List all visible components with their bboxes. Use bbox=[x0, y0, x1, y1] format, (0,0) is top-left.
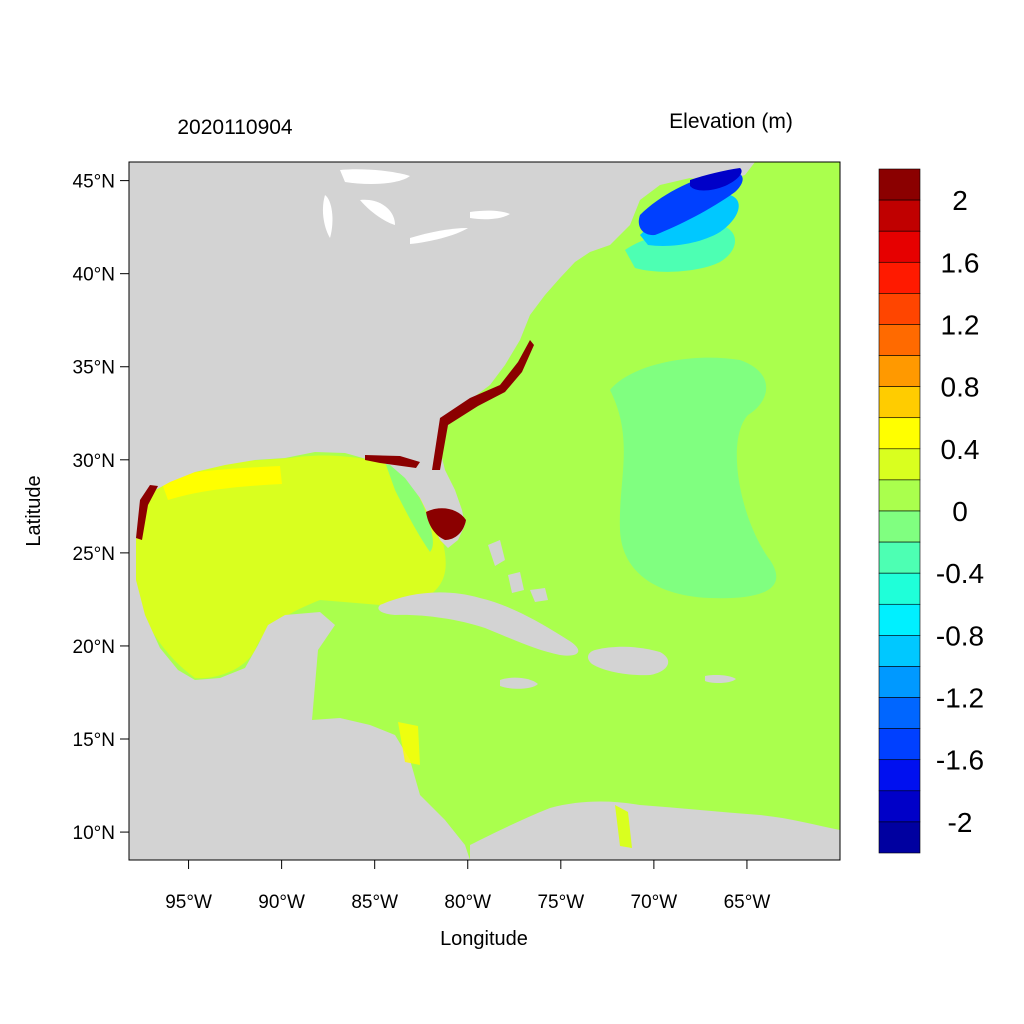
colorbar-swatch bbox=[878, 417, 921, 450]
nova-scotia-anomaly bbox=[625, 168, 743, 272]
latitude-ticks: 45°N 40°N 35°N 30°N 25°N 20°N 15°N 10°N bbox=[73, 172, 129, 844]
south-america-landmass bbox=[470, 801, 840, 860]
y-axis-label: Latitude bbox=[23, 475, 45, 546]
colorbar-swatch bbox=[878, 230, 921, 263]
date-label: 2020110904 bbox=[177, 116, 293, 139]
gulf-coast-surge bbox=[160, 466, 282, 500]
lat-tick-label: 30°N bbox=[73, 451, 115, 472]
hispaniola-island bbox=[588, 646, 669, 676]
colorbar-swatch bbox=[878, 541, 921, 574]
colorbar-swatch bbox=[878, 199, 921, 232]
colorbar-swatch bbox=[878, 603, 921, 636]
colorbar-swatch bbox=[878, 572, 921, 605]
lake-michigan bbox=[322, 195, 333, 238]
colorbar-swatch bbox=[878, 510, 921, 543]
great-lakes bbox=[322, 169, 510, 244]
nova-scotia-mid bbox=[640, 195, 739, 246]
lat-tick-label: 20°N bbox=[73, 637, 115, 658]
lat-tick-label: 40°N bbox=[73, 265, 115, 286]
colorbar-label: 0 bbox=[952, 496, 968, 527]
colorbar-label: 0.4 bbox=[941, 434, 980, 465]
lon-tick-label: 80°W bbox=[444, 892, 491, 913]
lon-tick-label: 65°W bbox=[724, 892, 771, 913]
colorbar-swatch bbox=[878, 355, 921, 387]
colorbar bbox=[878, 168, 921, 854]
colorbar-label: 0.8 bbox=[941, 372, 980, 403]
lon-tick-label: 85°W bbox=[351, 892, 398, 913]
lon-tick-label: 90°W bbox=[258, 892, 305, 913]
lake-superior bbox=[340, 169, 410, 184]
colorbar-swatch bbox=[878, 759, 921, 792]
colorbar-swatch bbox=[878, 635, 921, 667]
florida-west-shelf bbox=[385, 462, 433, 552]
colorbar-labels: 2 1.6 1.2 0.8 0.4 0 -0.4 -0.8 -1.2 -1.6 -2 bbox=[936, 185, 984, 838]
lat-tick-label: 25°N bbox=[73, 544, 115, 565]
colorbar-swatch bbox=[878, 448, 921, 481]
colorbar-swatch bbox=[878, 666, 921, 698]
atlantic-low-anomaly bbox=[610, 357, 777, 599]
x-axis-label: Longitude bbox=[440, 928, 528, 950]
jamaica-island bbox=[500, 677, 538, 689]
lake-erie bbox=[410, 228, 468, 244]
south-florida-surge bbox=[426, 508, 466, 540]
colorbar-label: 1.2 bbox=[941, 309, 980, 340]
lon-tick-label: 75°W bbox=[537, 892, 584, 913]
colorbar-swatch bbox=[878, 697, 921, 729]
colorbar-swatch bbox=[878, 479, 921, 512]
map-panel bbox=[129, 162, 840, 860]
colorbar-swatch bbox=[878, 168, 921, 201]
colorbar-label: 1.6 bbox=[941, 247, 980, 278]
southeast-coast-surge bbox=[432, 340, 534, 470]
colorbar-swatch bbox=[878, 261, 921, 294]
longitude-ticks: 95°W 90°W 85°W 80°W 75°W 70°W 65°W bbox=[165, 860, 770, 913]
variable-label: Elevation (m) bbox=[669, 110, 793, 133]
colorbar-swatch bbox=[878, 293, 921, 325]
colorbar-label: -0.8 bbox=[936, 620, 984, 651]
colorbar-label: -2 bbox=[948, 807, 973, 838]
gulf-of-mexico bbox=[131, 455, 446, 679]
colorbar-swatch bbox=[878, 728, 921, 761]
colorbar-swatch bbox=[878, 821, 921, 854]
colorbar-swatch bbox=[878, 790, 921, 823]
puerto-rico-island bbox=[705, 675, 736, 684]
lake-ontario bbox=[470, 210, 510, 220]
lat-tick-label: 45°N bbox=[73, 172, 115, 193]
florida-panhandle-surge bbox=[365, 455, 420, 468]
lat-tick-label: 15°N bbox=[73, 730, 115, 751]
colorbar-label: -1.2 bbox=[936, 683, 984, 714]
bahamas-islands bbox=[488, 540, 548, 602]
colorbar-swatch bbox=[878, 324, 921, 356]
colorbar-label: -0.4 bbox=[936, 558, 984, 589]
map-frame bbox=[128, 161, 841, 861]
colorbar-label: -1.6 bbox=[936, 745, 984, 776]
venezuela-coast-patch bbox=[615, 805, 632, 848]
storm-surge-areas bbox=[136, 340, 534, 540]
colorbar-swatch bbox=[878, 386, 921, 419]
lat-tick-label: 35°N bbox=[73, 358, 115, 379]
lat-tick-label: 10°N bbox=[73, 823, 115, 844]
lon-tick-label: 95°W bbox=[165, 892, 212, 913]
colorbar-label: 2 bbox=[952, 185, 968, 216]
cuba-island bbox=[378, 592, 579, 656]
lon-tick-label: 70°W bbox=[631, 892, 678, 913]
lake-huron bbox=[360, 199, 395, 225]
nicaragua-coast-patch bbox=[398, 722, 420, 765]
texas-coast-surge bbox=[136, 485, 158, 540]
nova-scotia-deep bbox=[690, 168, 742, 191]
